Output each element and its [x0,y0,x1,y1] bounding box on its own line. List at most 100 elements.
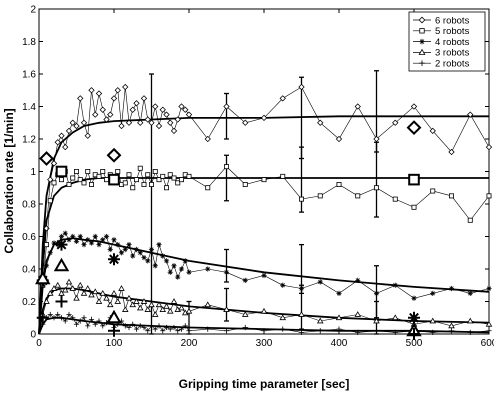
data-point [137,119,144,126]
data-point [88,87,95,94]
series-5-robots [40,164,492,288]
data-point [70,315,76,321]
legend-label: 2 robots [435,59,470,70]
data-point [152,169,158,174]
data-point [152,103,159,110]
data-point [486,193,492,199]
data-point [81,242,87,248]
data-point [85,169,91,174]
data-point [148,246,155,253]
data-point [486,328,492,334]
data-point [174,116,181,123]
data-point [485,320,493,327]
data-point [156,323,162,329]
data-point [148,301,155,308]
data-point [205,266,211,272]
legend-marker [419,28,425,34]
data-point [99,106,106,113]
data-point [163,302,170,309]
data-point [430,188,436,194]
data-point [179,177,184,183]
highlight-point [408,328,420,340]
data-point [392,329,398,335]
highlight-point [55,165,68,178]
y-tick-label: 0.8 [22,200,36,211]
data-point [77,233,83,240]
data-point [354,311,362,317]
error-bars [149,70,379,335]
data-point [69,119,76,126]
data-point [73,294,80,301]
series-line [42,86,490,278]
data-point [126,324,132,331]
data-point [373,135,380,143]
data-point [223,103,230,110]
y-tick-label: 1 [30,167,36,178]
data-point [170,298,178,304]
error-bar [299,76,304,160]
data-point [182,323,188,329]
data-point [111,237,117,243]
highlight-point [106,147,122,163]
data-point [133,100,140,107]
data-point [144,116,151,123]
data-point [241,311,249,317]
highlight-point [35,270,51,285]
fit-curve-line [38,237,490,335]
data-point [89,182,94,187]
data-point [51,240,57,246]
data-point [156,242,162,248]
data-point [95,298,103,304]
legend-marker [419,38,425,45]
error-bar [149,73,154,335]
data-point [279,95,286,102]
data-point [261,328,267,334]
data-point [129,301,137,308]
data-point [175,274,181,280]
data-point [73,321,80,327]
data-point [62,318,68,324]
data-point [88,291,95,298]
data-point [175,180,181,186]
data-point [96,173,102,179]
data-point [163,324,170,331]
data-point [152,263,158,269]
data-point [261,272,267,279]
data-point [411,295,417,301]
data-point [80,289,88,296]
highlight-markers [35,120,422,340]
data-point [47,311,53,318]
data-point [205,326,211,332]
y-tick-label: 1.8 [22,37,36,48]
data-point [299,196,304,202]
error-bar [224,154,229,202]
data-point [260,307,268,314]
data-point [96,242,102,248]
highlight-point [108,173,120,186]
data-point [145,328,151,334]
data-point [91,288,99,295]
data-point [50,160,58,167]
legend-label: 3 robots [435,48,470,59]
data-point [392,282,398,288]
data-point [130,321,136,327]
data-point [336,290,342,296]
highlight-point [106,309,122,324]
data-point [114,87,121,94]
x-tick-label: 0 [36,338,42,349]
data-point [69,285,77,291]
data-point [46,289,54,296]
data-point [205,185,211,191]
error-bar [299,243,304,295]
highlight-point [55,295,68,308]
data-point [242,324,248,331]
data-point [486,285,492,292]
data-point [392,119,399,126]
data-point [185,111,193,118]
y-tick-label: 0.4 [22,265,36,276]
highlight-point [36,311,49,324]
data-point [115,169,121,174]
legend-marker [419,60,425,66]
data-point [163,258,170,264]
